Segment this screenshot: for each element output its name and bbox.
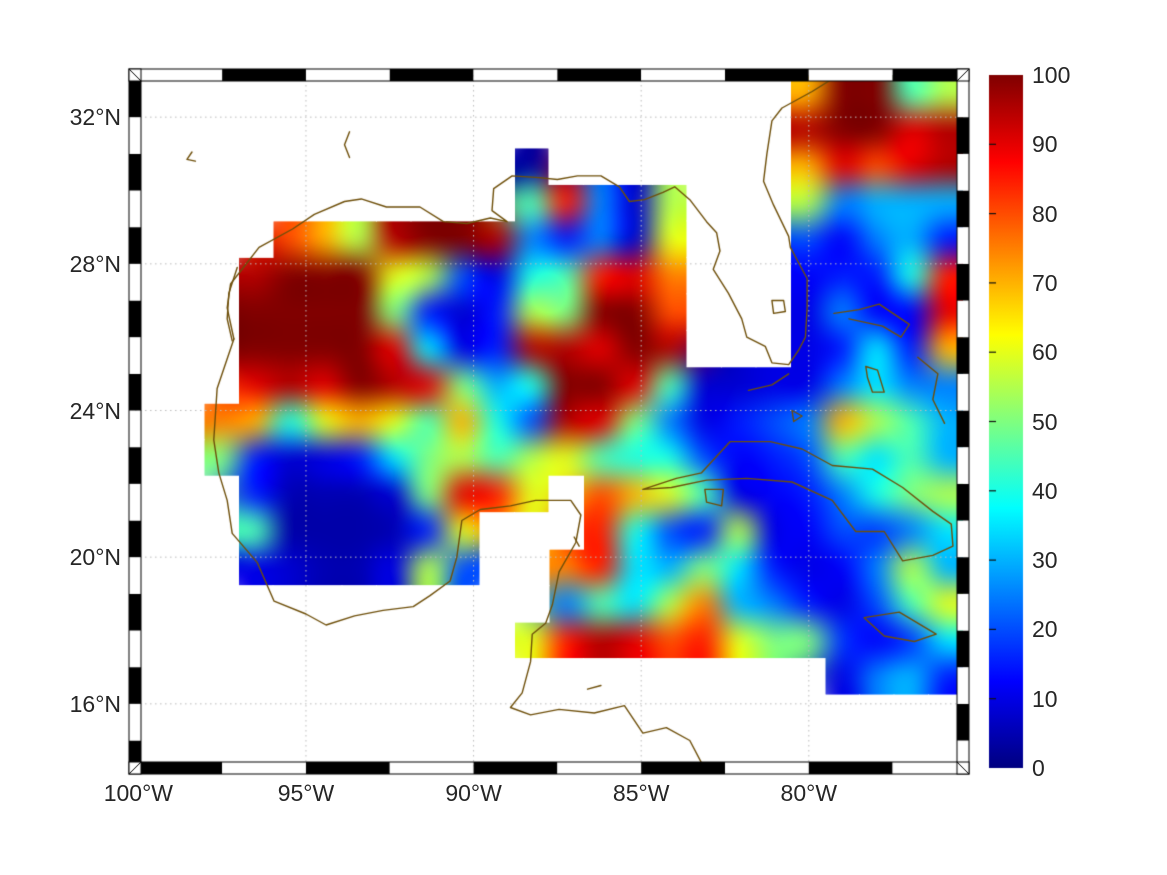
colorbar-tick-label: 10 [1032, 685, 1058, 712]
colorbar-tick-label: 20 [1032, 616, 1058, 643]
x-tick-label: 85°W [612, 780, 670, 806]
y-tick-label: 20°N [69, 544, 121, 571]
colorbar-tick-label: 100 [1032, 62, 1071, 88]
colorbar-tick-label: 40 [1032, 477, 1058, 504]
colorbar-tick-label: 50 [1032, 408, 1058, 435]
x-tick-label: 80°W [780, 780, 838, 806]
x-tick-label: 90°W [445, 780, 502, 806]
x-tick-label: 95°W [277, 780, 335, 806]
colorbar-tick-label: 0 [1032, 755, 1045, 781]
colorbar-tick-label: 60 [1032, 339, 1058, 366]
colorbar-tick-label: 90 [1032, 131, 1058, 158]
colorbar-tick-label: 80 [1032, 200, 1058, 227]
x-tick-label: 100°W [103, 780, 173, 806]
y-tick-label: 28°N [69, 250, 121, 277]
y-tick-label: 24°N [69, 397, 121, 424]
colorbar-tick-label: 70 [1032, 269, 1058, 296]
y-tick-label: 32°N [69, 104, 121, 131]
colorbar-tick-label: 30 [1032, 547, 1058, 574]
y-tick-label: 16°N [69, 690, 121, 717]
